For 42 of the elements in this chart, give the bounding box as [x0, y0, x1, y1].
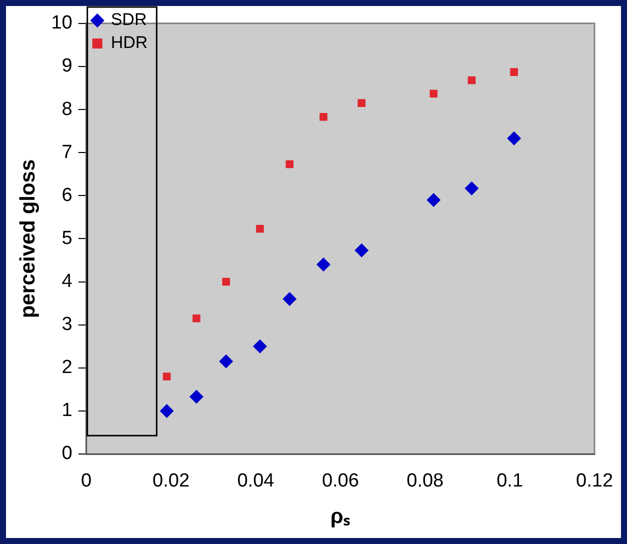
x-axis-title: ρₛ: [330, 505, 350, 528]
point: [464, 181, 479, 196]
y-tick-label: 7: [62, 142, 72, 163]
point: [354, 243, 369, 258]
y-tick-label: 2: [62, 357, 72, 378]
point: [426, 192, 441, 207]
point: [282, 292, 297, 306]
x-tick-label: 0.08: [406, 470, 444, 492]
y-tick-label: 10: [51, 12, 72, 34]
point: [160, 404, 174, 418]
y-tick-label: 1: [62, 400, 72, 422]
x-tick-label: 0.12: [576, 470, 613, 492]
point: [510, 68, 518, 76]
point: [320, 112, 328, 121]
y-axis-title: perceived gloss: [16, 159, 40, 318]
x-tick-label: 0.1: [496, 470, 524, 492]
y-tick-label: 3: [62, 314, 72, 336]
point: [219, 354, 234, 368]
point: [222, 278, 230, 286]
legend-label: SDR: [110, 10, 147, 30]
y-tick-label: 4: [62, 270, 73, 292]
point: [189, 390, 204, 404]
x-tick-label: 0.02: [152, 470, 190, 492]
point: [358, 99, 366, 107]
point: [256, 224, 264, 233]
point: [316, 258, 330, 272]
point: [430, 90, 438, 98]
x-tick-label: 0.04: [237, 470, 275, 492]
point: [162, 372, 171, 380]
point: [286, 160, 294, 168]
y-tick-label: 0: [62, 443, 72, 464]
x-tick-label: 0.06: [322, 470, 359, 492]
point: [507, 131, 522, 146]
y-tick-label: 9: [62, 56, 72, 77]
legend-label: HDR: [110, 33, 148, 52]
y-tick-label: 5: [62, 228, 72, 249]
point: [252, 339, 267, 354]
x-tick-label: 0: [81, 470, 92, 492]
y-tick-label: 8: [62, 98, 72, 120]
y-tick-label: 6: [62, 184, 72, 206]
point: [192, 314, 200, 322]
point: [468, 76, 476, 84]
